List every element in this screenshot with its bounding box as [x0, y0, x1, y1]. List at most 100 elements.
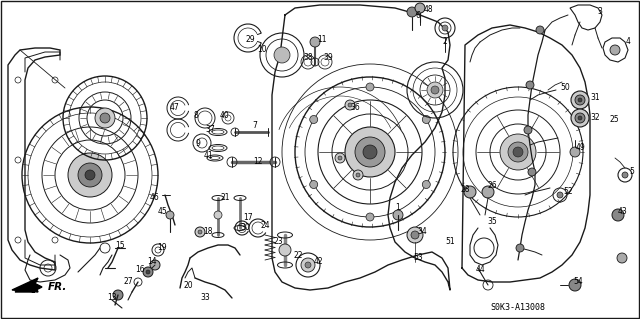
- Circle shape: [335, 153, 345, 163]
- Circle shape: [482, 186, 494, 198]
- Text: 37: 37: [205, 125, 215, 135]
- Circle shape: [146, 270, 150, 274]
- Text: 52: 52: [563, 188, 573, 197]
- Circle shape: [100, 113, 110, 123]
- Text: 34: 34: [417, 227, 427, 236]
- Text: 14: 14: [147, 257, 157, 266]
- Circle shape: [570, 147, 580, 157]
- Text: 51: 51: [445, 238, 455, 247]
- Circle shape: [464, 186, 476, 198]
- Circle shape: [85, 170, 95, 180]
- Text: 47: 47: [170, 103, 180, 113]
- Circle shape: [622, 172, 628, 178]
- Text: 53: 53: [413, 254, 423, 263]
- Circle shape: [274, 47, 290, 63]
- Text: 9: 9: [196, 138, 200, 147]
- Circle shape: [366, 213, 374, 221]
- Text: 18: 18: [204, 227, 212, 236]
- Text: 41: 41: [203, 151, 213, 160]
- Text: 22: 22: [293, 250, 303, 259]
- Text: 6: 6: [415, 11, 420, 19]
- Circle shape: [301, 258, 315, 272]
- Circle shape: [393, 210, 403, 220]
- Circle shape: [578, 98, 582, 102]
- Text: 32: 32: [590, 114, 600, 122]
- Text: 23: 23: [273, 238, 283, 247]
- Circle shape: [68, 153, 112, 197]
- Circle shape: [617, 253, 627, 263]
- Text: 44: 44: [475, 265, 485, 275]
- Text: 12: 12: [253, 158, 263, 167]
- Text: 42: 42: [313, 257, 323, 266]
- Circle shape: [575, 113, 585, 123]
- Circle shape: [345, 100, 355, 110]
- Circle shape: [353, 170, 363, 180]
- Text: 30: 30: [240, 224, 250, 233]
- Text: 25: 25: [609, 115, 619, 124]
- Polygon shape: [12, 278, 38, 292]
- Circle shape: [166, 211, 174, 219]
- Text: 46: 46: [150, 194, 160, 203]
- Circle shape: [407, 7, 417, 17]
- Circle shape: [78, 163, 102, 187]
- Text: 7: 7: [253, 121, 257, 130]
- Text: 54: 54: [573, 278, 583, 286]
- Circle shape: [575, 95, 585, 105]
- Circle shape: [571, 109, 589, 127]
- Text: 28: 28: [460, 186, 470, 195]
- Circle shape: [513, 147, 523, 157]
- Circle shape: [536, 26, 544, 34]
- Circle shape: [427, 82, 443, 98]
- Circle shape: [214, 211, 222, 219]
- Circle shape: [345, 127, 395, 177]
- Text: 39: 39: [323, 54, 333, 63]
- Circle shape: [143, 267, 153, 277]
- Circle shape: [195, 227, 205, 237]
- Circle shape: [348, 103, 352, 107]
- Circle shape: [528, 168, 536, 176]
- Circle shape: [305, 262, 311, 268]
- Circle shape: [363, 145, 377, 159]
- Text: 16: 16: [135, 265, 145, 275]
- Text: 2: 2: [443, 38, 447, 47]
- Text: 35: 35: [487, 218, 497, 226]
- Text: 17: 17: [243, 213, 253, 222]
- Text: FR.: FR.: [48, 282, 67, 292]
- Circle shape: [422, 181, 430, 189]
- Circle shape: [516, 244, 524, 252]
- Text: 50: 50: [560, 84, 570, 93]
- Circle shape: [338, 156, 342, 160]
- Text: 38: 38: [303, 54, 313, 63]
- Circle shape: [279, 244, 291, 256]
- Circle shape: [442, 25, 448, 31]
- Text: 3: 3: [598, 8, 602, 17]
- Circle shape: [310, 115, 317, 123]
- Circle shape: [95, 108, 115, 128]
- Circle shape: [612, 209, 624, 221]
- Circle shape: [310, 37, 320, 47]
- Text: 1: 1: [396, 204, 401, 212]
- Circle shape: [557, 192, 563, 198]
- Text: 11: 11: [317, 35, 327, 44]
- Text: 29: 29: [245, 35, 255, 44]
- Circle shape: [411, 231, 419, 239]
- Text: 24: 24: [260, 220, 270, 229]
- Polygon shape: [15, 282, 42, 292]
- Text: 4: 4: [625, 38, 630, 47]
- Circle shape: [578, 116, 582, 120]
- Circle shape: [524, 126, 532, 134]
- Circle shape: [150, 260, 160, 270]
- Circle shape: [355, 137, 385, 167]
- Circle shape: [415, 3, 425, 13]
- Text: 33: 33: [200, 293, 210, 302]
- Circle shape: [416, 4, 424, 12]
- Text: 21: 21: [220, 194, 230, 203]
- Circle shape: [431, 86, 439, 94]
- Text: 15: 15: [115, 241, 125, 249]
- Circle shape: [366, 83, 374, 91]
- Text: 10: 10: [257, 46, 267, 55]
- Text: 49: 49: [575, 144, 585, 152]
- Text: 45: 45: [157, 207, 167, 217]
- Circle shape: [526, 81, 534, 89]
- Circle shape: [571, 91, 589, 109]
